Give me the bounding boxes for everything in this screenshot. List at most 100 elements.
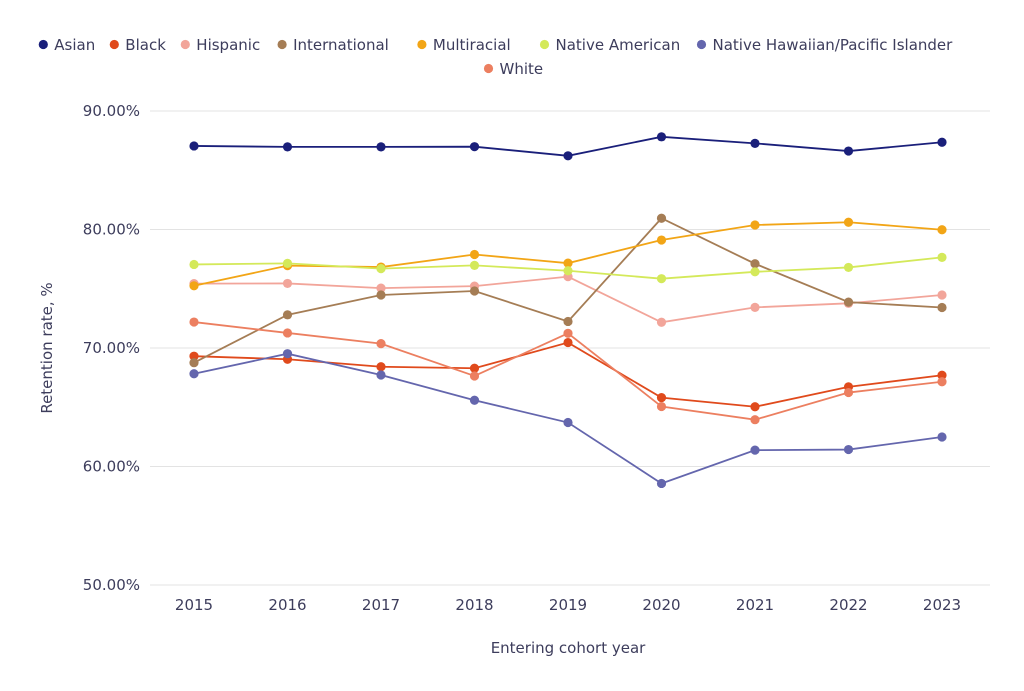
data-point[interactable] [937,290,947,300]
data-point[interactable] [563,417,573,428]
x-tick-label: 2015 [175,596,213,614]
data-point[interactable] [469,286,480,296]
data-point[interactable] [189,369,199,379]
data-point[interactable] [843,444,854,455]
data-point[interactable] [282,142,293,152]
data-point[interactable] [376,362,386,372]
legend-item[interactable]: White [483,60,543,78]
y-tick-label: 90.00% [83,102,140,120]
data-point[interactable] [937,377,947,387]
x-tick-label: 2018 [455,596,493,614]
legend-marker-icon [109,39,119,50]
data-point[interactable] [376,290,386,300]
data-point[interactable] [563,258,573,268]
data-point[interactable] [750,138,760,148]
data-point[interactable] [843,146,854,156]
legend-label: Hispanic [196,36,260,54]
data-point[interactable] [656,235,667,245]
data-point[interactable] [469,371,480,381]
data-point[interactable] [282,258,293,268]
data-point[interactable] [189,317,199,327]
data-point[interactable] [282,349,293,359]
data-point[interactable] [189,358,199,368]
data-point[interactable] [469,142,480,152]
data-point[interactable] [656,478,667,489]
data-point[interactable] [843,217,854,227]
data-point[interactable] [376,283,386,293]
legend-marker-icon [277,39,287,50]
data-point[interactable] [843,387,854,398]
data-point[interactable] [189,351,199,361]
x-tick-label: 2022 [829,596,867,614]
data-point[interactable] [656,393,667,403]
data-point[interactable] [937,137,947,147]
data-point[interactable] [469,363,480,373]
legend-item[interactable]: International [277,36,389,54]
series-asian [189,132,947,161]
data-point[interactable] [937,252,947,262]
data-point[interactable] [563,316,573,327]
series-layer [189,132,947,489]
data-point[interactable] [376,339,386,349]
data-point[interactable] [750,445,760,455]
legend-label: Asian [54,36,95,54]
legend-item[interactable]: Black [109,36,166,54]
x-tick-label: 2021 [736,596,774,614]
data-point[interactable] [656,274,667,284]
legend-item[interactable]: Hispanic [180,36,261,54]
data-point[interactable] [937,225,947,235]
legend-label: Black [125,36,166,54]
series-black [189,337,947,412]
legend-marker-icon [483,63,494,74]
legend-item[interactable]: Multiracial [417,36,511,54]
data-point[interactable] [750,402,760,412]
x-axis-title: Entering cohort year [491,639,646,657]
data-point[interactable] [563,151,573,161]
series-native-american [189,252,947,284]
data-point[interactable] [843,262,854,273]
x-axis-ticks: 2015 2016 2017 2018 2019 2020 2021 2022 2023 [175,596,961,614]
data-point[interactable] [937,302,947,313]
legend-marker-icon [539,39,550,50]
data-point[interactable] [282,310,293,320]
data-point[interactable] [563,337,573,348]
data-point[interactable] [750,267,760,277]
data-point[interactable] [563,266,573,276]
data-point[interactable] [843,297,854,307]
data-point[interactable] [376,264,386,274]
legend-item[interactable]: Native American [539,36,681,54]
data-point[interactable] [189,259,199,270]
y-tick-label: 70.00% [83,339,140,357]
data-point[interactable] [750,415,760,425]
x-tick-label: 2023 [923,596,961,614]
series-international [189,213,947,368]
data-point[interactable] [469,249,480,260]
x-tick-label: 2020 [642,596,680,614]
data-point[interactable] [937,370,947,380]
data-point[interactable] [563,328,573,338]
data-point[interactable] [282,328,293,338]
data-point[interactable] [750,259,760,269]
data-point[interactable] [656,317,667,327]
data-point[interactable] [376,142,386,152]
y-tick-label: 50.00% [83,576,140,594]
legend-item[interactable]: Asian [38,36,96,54]
data-point[interactable] [282,278,293,289]
data-point[interactable] [937,432,947,442]
data-point[interactable] [469,395,480,405]
data-point[interactable] [469,260,480,271]
data-point[interactable] [656,401,667,412]
data-point[interactable] [376,370,386,380]
data-point[interactable] [656,132,667,142]
data-point[interactable] [189,141,199,151]
legend-label: Native American [556,36,681,54]
data-point[interactable] [189,281,199,291]
data-point[interactable] [750,220,760,230]
legend-item[interactable]: Native Hawaiian/Pacific Islander [696,36,953,54]
data-point[interactable] [750,302,760,312]
y-tick-label: 80.00% [83,221,140,239]
data-point[interactable] [656,213,667,223]
series-native-hawaiian-pacific-islander [189,349,947,489]
legend-marker-icon [38,39,48,50]
